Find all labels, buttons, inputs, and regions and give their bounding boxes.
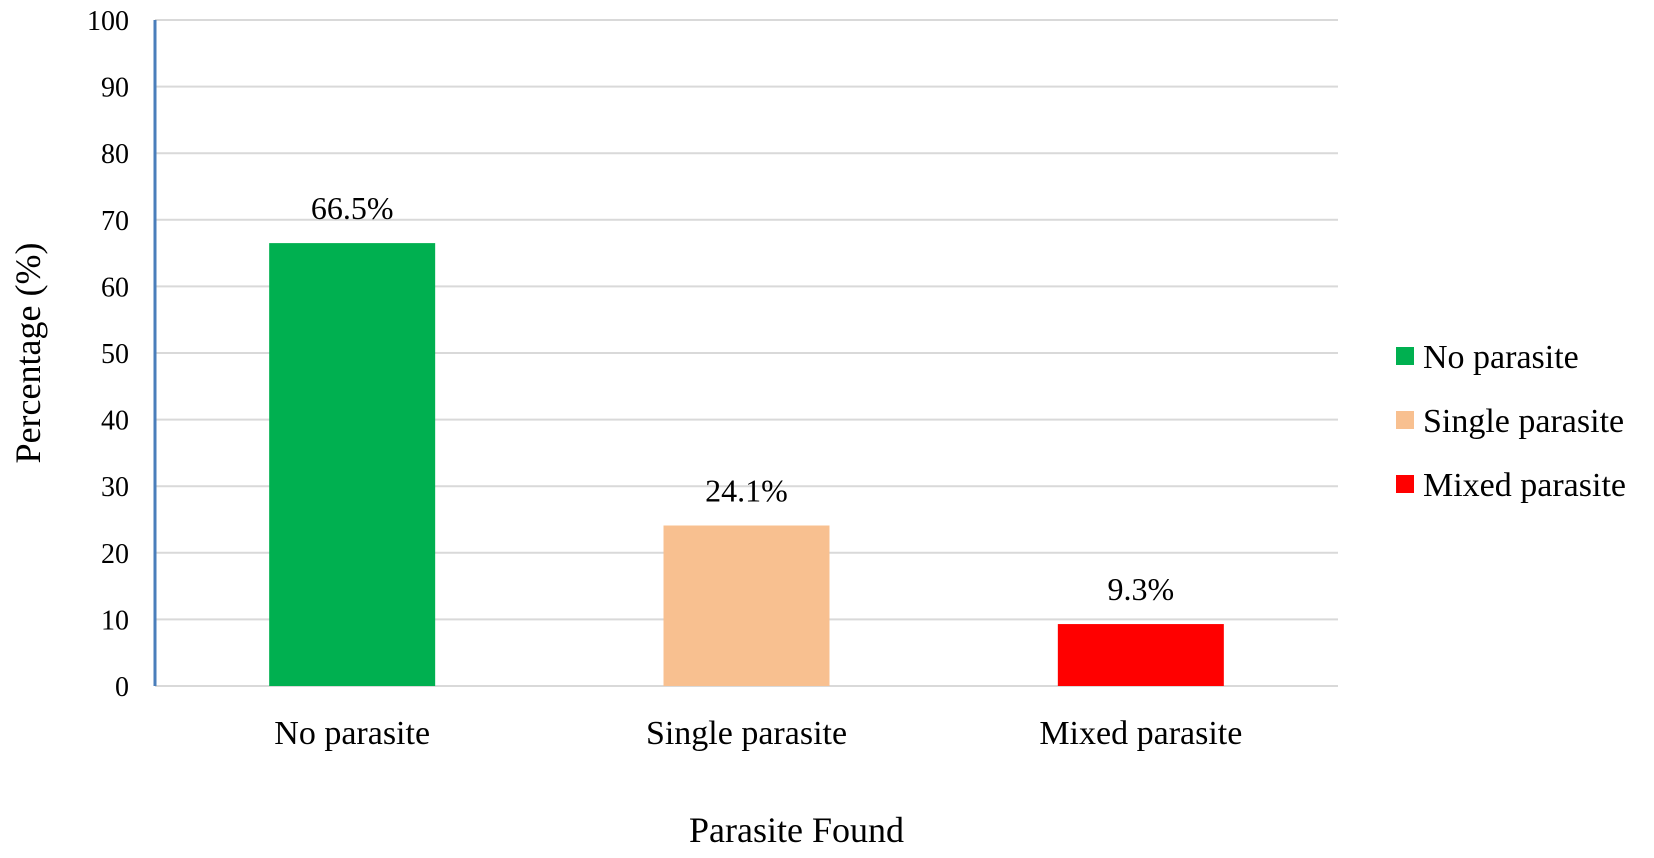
x-category-label: Single parasite bbox=[646, 715, 847, 752]
bar bbox=[269, 243, 436, 687]
y-tick-label: 100 bbox=[87, 6, 129, 37]
y-tick-label: 40 bbox=[101, 406, 129, 437]
data-label: 24.1% bbox=[705, 472, 788, 508]
x-axis-title: Parasite Found bbox=[689, 810, 904, 850]
x-category-label: No parasite bbox=[274, 715, 430, 752]
legend: No parasite Single parasite Mixed parasite bbox=[1396, 339, 1626, 504]
legend-label: Single parasite bbox=[1423, 403, 1624, 440]
bars bbox=[269, 243, 1224, 687]
legend-label: Mixed parasite bbox=[1423, 467, 1626, 504]
y-tick-label: 20 bbox=[101, 539, 129, 570]
x-category-labels: No parasite Single parasite Mixed parasite bbox=[274, 715, 1242, 752]
data-label: 9.3% bbox=[1108, 571, 1175, 607]
y-tick-label: 60 bbox=[101, 272, 129, 303]
y-tick-label: 90 bbox=[101, 73, 129, 104]
legend-label: No parasite bbox=[1423, 339, 1579, 376]
y-tick-labels: 0 10 20 30 40 50 60 70 80 90 100 bbox=[87, 6, 129, 703]
bar bbox=[1057, 624, 1224, 686]
y-tick-label: 30 bbox=[101, 472, 129, 503]
y-tick-label: 10 bbox=[101, 605, 129, 636]
y-tick-label: 80 bbox=[101, 139, 129, 170]
y-tick-label: 0 bbox=[115, 672, 129, 703]
y-axis-title: Percentage (%) bbox=[8, 243, 48, 464]
legend-swatch bbox=[1396, 411, 1414, 429]
legend-swatch bbox=[1396, 475, 1414, 493]
y-tick-label: 50 bbox=[101, 339, 129, 370]
data-labels: 66.5% 24.1% 9.3% bbox=[311, 190, 1174, 607]
data-label: 66.5% bbox=[311, 190, 394, 226]
y-tick-label: 70 bbox=[101, 206, 129, 237]
x-category-label: Mixed parasite bbox=[1039, 715, 1242, 752]
bar bbox=[663, 525, 830, 686]
legend-swatch bbox=[1396, 347, 1414, 365]
